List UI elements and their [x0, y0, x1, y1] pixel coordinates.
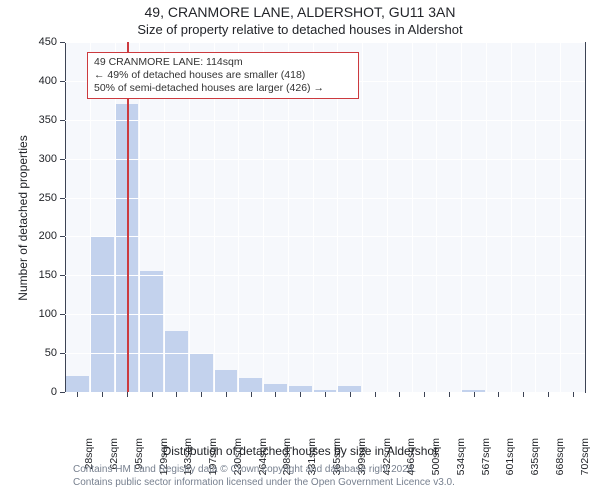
- callout-line2: ← 49% of detached houses are smaller (41…: [94, 69, 352, 82]
- histogram-bar: [264, 384, 287, 392]
- grid-line-v: [436, 42, 437, 392]
- y-tick-mark: [60, 353, 65, 354]
- x-tick-mark: [102, 392, 103, 397]
- x-tick-mark: [474, 392, 475, 397]
- y-tick-mark: [60, 159, 65, 160]
- grid-line-h: [65, 236, 585, 237]
- grid-line-v: [560, 42, 561, 392]
- y-tick-mark: [60, 314, 65, 315]
- y-tick-label: 50: [0, 347, 57, 359]
- chart-root: { "titles": { "address": "49, CRANMORE L…: [0, 0, 600, 500]
- y-axis-label: Number of detached properties: [16, 118, 30, 318]
- y-tick-label: 0: [0, 386, 57, 398]
- histogram-bar: [215, 370, 238, 392]
- grid-line-v: [535, 42, 536, 392]
- grid-line-h: [65, 42, 585, 43]
- x-tick-mark: [176, 392, 177, 397]
- x-tick-mark: [325, 392, 326, 397]
- y-tick-mark: [60, 81, 65, 82]
- footer-line2: Contains public sector information licen…: [73, 477, 455, 490]
- grid-line-v: [461, 42, 462, 392]
- callout-box: 49 CRANMORE LANE: 114sqm ← 49% of detach…: [87, 52, 359, 99]
- y-tick-mark: [60, 42, 65, 43]
- histogram-bar: [165, 331, 188, 392]
- footer-line1: Contains HM Land Registry data © Crown c…: [73, 464, 455, 477]
- y-tick-mark: [60, 392, 65, 393]
- histogram-bar: [239, 378, 262, 392]
- page-title: 49, CRANMORE LANE, ALDERSHOT, GU11 3AN: [0, 4, 600, 20]
- y-tick-label: 450: [0, 36, 57, 48]
- footer-attribution: Contains HM Land Registry data © Crown c…: [73, 464, 455, 489]
- x-axis-label: Distribution of detached houses by size …: [0, 444, 600, 458]
- x-tick-mark: [77, 392, 78, 397]
- grid-line-h: [65, 159, 585, 160]
- x-tick-mark: [251, 392, 252, 397]
- x-tick-mark: [573, 392, 574, 397]
- x-tick-mark: [424, 392, 425, 397]
- callout-line3: 50% of semi-detached houses are larger (…: [94, 82, 352, 95]
- grid-line-h: [65, 275, 585, 276]
- x-tick-mark: [201, 392, 202, 397]
- callout-line1: 49 CRANMORE LANE: 114sqm: [94, 56, 352, 69]
- grid-line-h: [65, 314, 585, 315]
- y-axis-line: [65, 42, 66, 392]
- x-tick-mark: [152, 392, 153, 397]
- y-tick-mark: [60, 120, 65, 121]
- histogram-bar: [140, 271, 163, 392]
- grid-line-v: [486, 42, 487, 392]
- x-tick-mark: [449, 392, 450, 397]
- grid-line-v: [511, 42, 512, 392]
- x-tick-mark: [399, 392, 400, 397]
- grid-line-v: [362, 42, 363, 392]
- y-tick-mark: [60, 236, 65, 237]
- y-tick-mark: [60, 198, 65, 199]
- x-tick-mark: [375, 392, 376, 397]
- page-subtitle: Size of property relative to detached ho…: [0, 22, 600, 37]
- x-tick-mark: [523, 392, 524, 397]
- x-tick-mark: [127, 392, 128, 397]
- grid-line-h: [65, 198, 585, 199]
- x-tick-mark: [498, 392, 499, 397]
- histogram-bar: [66, 376, 89, 392]
- grid-line-v: [412, 42, 413, 392]
- grid-line-v: [387, 42, 388, 392]
- x-tick-mark: [275, 392, 276, 397]
- x-tick-mark: [300, 392, 301, 397]
- x-tick-mark: [350, 392, 351, 397]
- grid-line-h: [65, 353, 585, 354]
- x-tick-mark: [226, 392, 227, 397]
- grid-line-h: [65, 120, 585, 121]
- histogram-bar: [190, 353, 213, 392]
- y-tick-label: 400: [0, 75, 57, 87]
- y-tick-mark: [60, 275, 65, 276]
- x-tick-mark: [548, 392, 549, 397]
